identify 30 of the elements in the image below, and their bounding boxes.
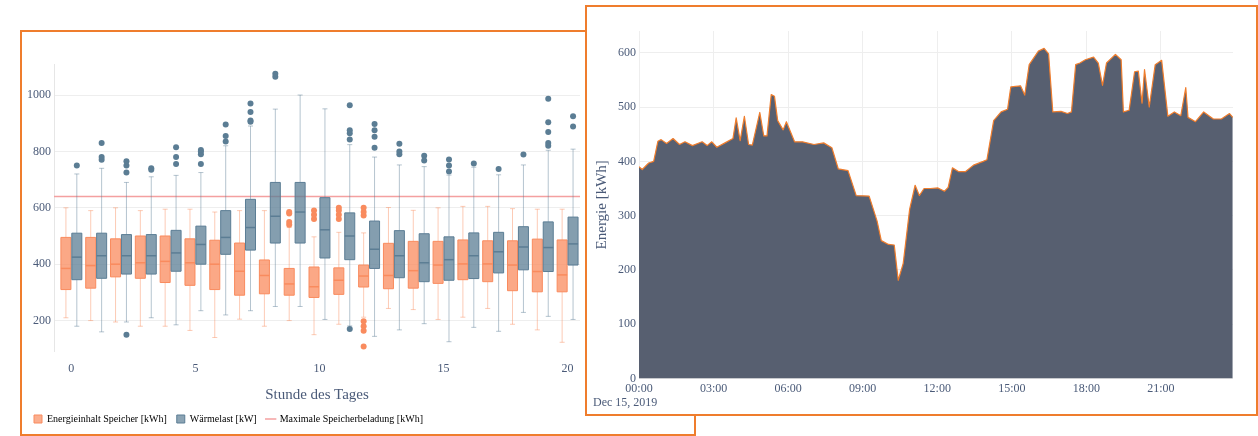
x-tick-label: 03:00	[699, 380, 728, 395]
x-tick-label: 0	[68, 360, 75, 375]
x-tick-label: 06:00	[774, 380, 802, 395]
y-tick-label: 400	[618, 153, 636, 168]
legend-label: Maximale Speicherbeladung [kWh]	[279, 412, 423, 424]
y-tick-label: 200	[33, 312, 51, 327]
x-tick-label: 20	[561, 360, 574, 375]
y-tick-label: 200	[618, 262, 636, 277]
legend-label: Wärmelast [kW]	[189, 412, 257, 424]
y-tick-label: 400	[33, 256, 51, 271]
y-tick-label: 1000	[27, 87, 51, 102]
x-tick-label: 15	[437, 360, 450, 375]
x-tick-label: 12:00	[923, 380, 951, 395]
y-tick-label: 300	[618, 207, 636, 222]
y-tick-label: 800	[33, 143, 51, 158]
y-tick-label: 0	[630, 370, 636, 385]
x-tick-label: 5	[192, 360, 199, 375]
legend-label: Energieinhalt Speicher [kWh]	[47, 412, 167, 424]
y-tick-label: 600	[618, 44, 636, 59]
y-tick-label: 600	[33, 199, 51, 214]
y-tick-label: 500	[618, 99, 636, 114]
text: Dec 15, 2019	[593, 395, 658, 410]
x-tick-label: 10	[313, 360, 326, 375]
y-axis-title: Energie [kWh]	[592, 160, 609, 250]
x-tick-label: 15:00	[998, 380, 1026, 395]
x-tick-label: 21:00	[1147, 380, 1175, 395]
y-tick-label: 100	[618, 316, 636, 331]
x-tick-label: 18:00	[1072, 380, 1101, 395]
x-axis-title: Stunde des Tages	[265, 385, 369, 402]
x-tick-label: 09:00	[849, 380, 877, 395]
